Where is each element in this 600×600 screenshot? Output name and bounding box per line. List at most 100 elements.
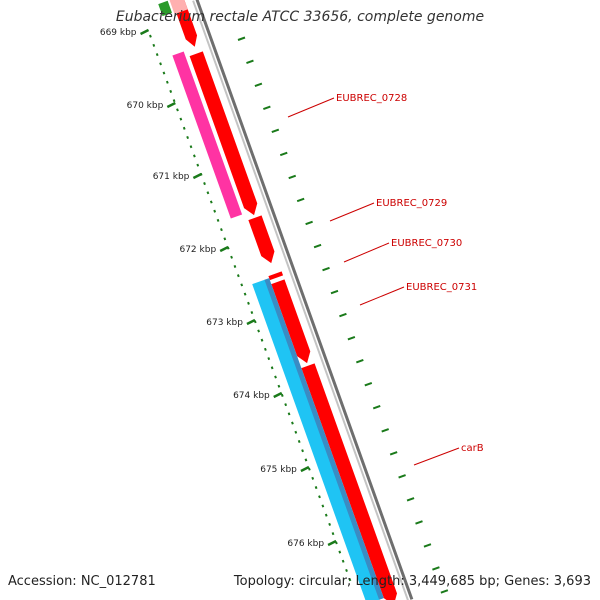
outer-tick-mark bbox=[271, 128, 280, 134]
major-tick bbox=[273, 391, 283, 399]
tick-ring-dot bbox=[250, 311, 254, 315]
tick-ring-dot bbox=[280, 393, 284, 397]
major-tick bbox=[246, 318, 256, 326]
gene-leader-line bbox=[359, 286, 405, 306]
tick-ring-dot bbox=[338, 550, 342, 554]
feature-reverse-edge bbox=[264, 278, 384, 600]
tick-ring-dot bbox=[311, 476, 315, 480]
major-tick bbox=[192, 172, 202, 180]
tick-ring-dot bbox=[264, 347, 267, 351]
tick-ring-dot bbox=[162, 71, 166, 75]
tick-label: 673 kbp bbox=[206, 318, 243, 328]
tick-label: 675 kbp bbox=[260, 465, 297, 475]
tick-ring-dot bbox=[348, 578, 352, 582]
tick-ring-dot bbox=[257, 329, 260, 333]
feature-eubrec-0728 bbox=[172, 51, 243, 219]
tick-label: 671 kbp bbox=[153, 172, 190, 182]
outer-tick-mark bbox=[364, 382, 373, 387]
outer-tick-mark bbox=[279, 151, 288, 157]
tick-ring-dot bbox=[213, 209, 217, 213]
tick-ring-dot bbox=[220, 228, 223, 232]
feature-cds-0728-fwd bbox=[189, 51, 258, 216]
tick-ring-dot bbox=[345, 568, 348, 572]
tick-ring-dot bbox=[304, 458, 308, 462]
tick-ring-dot bbox=[324, 513, 328, 517]
major-tick bbox=[327, 539, 337, 547]
major-tick bbox=[219, 245, 229, 253]
tick-label: 674 kbp bbox=[233, 391, 270, 401]
tick-ring-dot bbox=[172, 99, 176, 103]
feature-cds-0729-fwd bbox=[248, 215, 275, 264]
tick-ring-dot bbox=[216, 218, 220, 222]
major-tick bbox=[139, 28, 150, 36]
tick-ring-dot bbox=[223, 237, 227, 241]
feature-green-block bbox=[158, 0, 172, 17]
outer-tick-mark bbox=[347, 335, 356, 341]
tick-ring-dot bbox=[230, 255, 233, 259]
outer-tick-mark bbox=[237, 36, 246, 41]
major-tick bbox=[166, 101, 176, 109]
tick-ring-dot bbox=[301, 449, 304, 453]
gene-leader-line bbox=[287, 97, 335, 118]
tick-ring-dot bbox=[297, 439, 301, 444]
gene-leader-line bbox=[413, 447, 460, 466]
tick-ring-dot bbox=[155, 53, 159, 57]
outer-tick-mark bbox=[389, 451, 398, 456]
gene-label: EUBREC_0728 bbox=[336, 93, 407, 104]
feature-cds-0730-fwd bbox=[268, 271, 284, 281]
tick-ring-dot bbox=[182, 126, 186, 130]
outer-tick-mark bbox=[432, 566, 440, 571]
tick-ring-dot bbox=[328, 522, 331, 526]
tick-ring-dot bbox=[159, 62, 162, 66]
outer-tick-mark bbox=[313, 243, 322, 249]
genome-title: Eubacterium rectale ATCC 33656, complete… bbox=[115, 9, 485, 25]
outer-tick-mark bbox=[330, 289, 339, 295]
tick-ring-dot bbox=[294, 430, 298, 434]
tick-ring-dot bbox=[307, 467, 311, 471]
tick-ring-dot bbox=[267, 357, 271, 361]
outer-tick-mark bbox=[296, 197, 305, 203]
backbone-line bbox=[195, 0, 414, 600]
tick-ring-dot bbox=[314, 486, 318, 490]
gene-label: EUBREC_0730 bbox=[391, 238, 462, 249]
tick-ring-dot bbox=[152, 43, 156, 47]
feature-reverse-cds bbox=[252, 279, 381, 600]
outer-tick-mark bbox=[406, 497, 415, 502]
tick-label: 672 kbp bbox=[179, 245, 216, 255]
tick-label: 670 kbp bbox=[127, 101, 164, 111]
tick-ring-dot bbox=[206, 191, 210, 195]
outer-tick-mark bbox=[254, 82, 263, 88]
tick-ring-dot bbox=[176, 108, 179, 112]
tick-ring-dot bbox=[240, 283, 244, 287]
tick-ring-dot bbox=[209, 200, 213, 204]
tick-ring-dot bbox=[287, 412, 291, 416]
feature-cds-carB-fwd bbox=[301, 363, 398, 600]
backbone-shadow bbox=[192, 0, 409, 600]
tick-ring-dot bbox=[341, 559, 345, 563]
outer-tick-mark bbox=[423, 543, 432, 548]
accession-text: Accession: NC_012781 bbox=[8, 574, 156, 589]
tick-ring-dot bbox=[270, 366, 274, 370]
feature-cds-0731-fwd bbox=[271, 279, 311, 364]
tick-ring-dot bbox=[321, 504, 325, 508]
tick-ring-dot bbox=[247, 301, 250, 305]
tick-ring-dot bbox=[189, 145, 193, 149]
tick-ring-dot bbox=[318, 495, 321, 499]
tick-ring-dot bbox=[274, 375, 277, 379]
tick-ring-dot bbox=[179, 117, 183, 121]
tick-ring-dot bbox=[291, 421, 294, 425]
tick-ring-dot bbox=[277, 384, 281, 388]
tick-label: 669 kbp bbox=[100, 28, 137, 38]
outer-tick-mark bbox=[288, 174, 297, 180]
major-tick bbox=[300, 465, 310, 473]
gene-leader-line bbox=[329, 202, 375, 222]
outer-tick-mark bbox=[355, 358, 364, 364]
tick-ring-dot bbox=[284, 403, 288, 407]
outer-tick-mark bbox=[339, 312, 347, 318]
outer-tick-mark bbox=[398, 474, 406, 479]
outer-tick-mark bbox=[381, 428, 390, 433]
tick-ring-dot bbox=[193, 154, 196, 158]
gene-leader-line bbox=[343, 242, 390, 263]
